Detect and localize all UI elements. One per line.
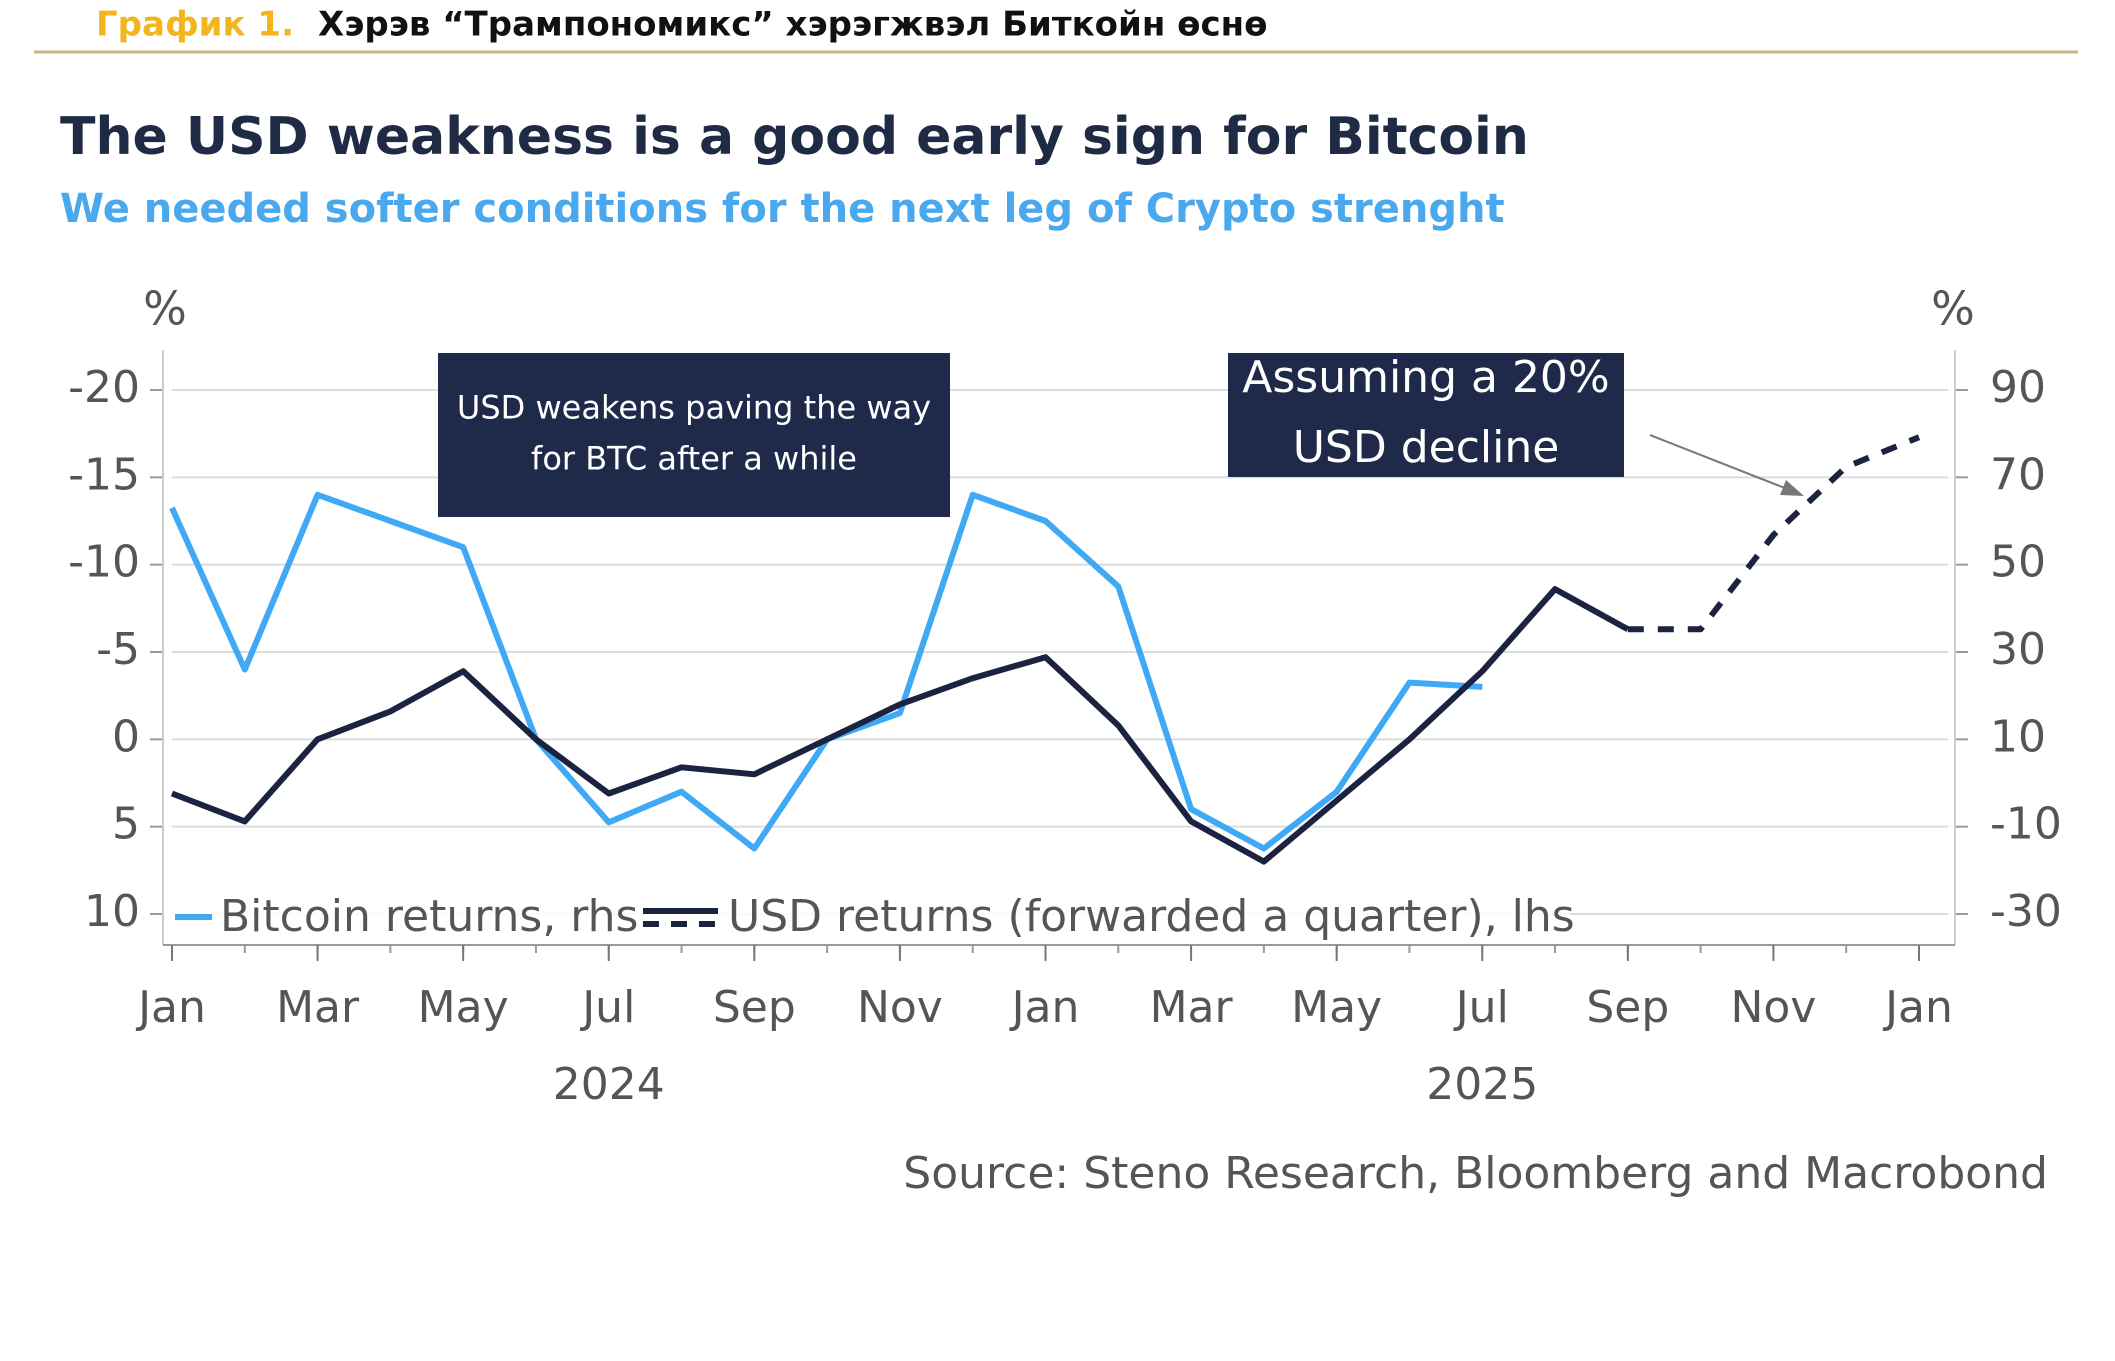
annotation-text: Assuming a 20%: [1242, 352, 1609, 403]
x-tick-label: Jan: [135, 982, 206, 1033]
annotation-text: for BTC after a while: [531, 440, 857, 478]
annotation-box: [1228, 353, 1624, 477]
annotation-text: USD weakens paving the way: [457, 388, 931, 426]
x-tick-label: May: [418, 982, 509, 1033]
legend-bg: [170, 890, 1570, 942]
source: Source: Steno Research, Bloomberg and Ma…: [903, 1148, 2048, 1199]
y2-tick-label: 70: [1990, 449, 2046, 500]
annotation-text: USD decline: [1293, 422, 1560, 473]
y-tick-label: 10: [84, 886, 140, 937]
x-tick-label: Sep: [1586, 982, 1669, 1033]
series-line: [170, 586, 1630, 865]
y2-tick-label: -30: [1990, 886, 2062, 937]
forecast-line: [1627, 434, 1921, 633]
y2-unit: %: [1931, 282, 1975, 336]
chart-title: The USD weakness is a good early sign fo…: [60, 107, 1529, 167]
y2-tick-label: -10: [1990, 799, 2062, 850]
x-tick-label: May: [1291, 982, 1382, 1033]
year-label: 2024: [553, 1059, 665, 1110]
y2-tick-label: 50: [1990, 537, 2046, 588]
x-tick-label: Jul: [1453, 982, 1509, 1033]
x-tick-label: Mar: [1150, 982, 1234, 1033]
y-tick-label: -20: [68, 362, 140, 413]
series-line: [169, 491, 1483, 852]
y2-tick-label: 30: [1990, 624, 2046, 675]
annotation-arrow: [1649, 434, 1801, 495]
y-tick-label: -15: [68, 449, 140, 500]
legend-label: USD returns (forwarded a quarter), lhs: [728, 891, 1575, 942]
x-tick-label: Jan: [1009, 982, 1080, 1033]
y2-tick-label: 10: [1990, 711, 2046, 762]
annotation-arrowhead: [1780, 480, 1804, 496]
y-tick-label: -10: [68, 537, 140, 588]
y2-tick-label: 90: [1990, 362, 2046, 413]
x-tick-label: Jul: [579, 982, 635, 1033]
header-label: График 1.: [96, 5, 294, 45]
y-tick-label: 0: [112, 711, 140, 762]
y-tick-label: 5: [112, 799, 140, 850]
x-tick-label: Nov: [857, 982, 943, 1033]
year-label: 2025: [1426, 1059, 1538, 1110]
annotation-box: [438, 353, 950, 517]
y-tick-label: -5: [96, 624, 140, 675]
header-title: Хэрэв “Трампономикс” хэрэгжвэл Биткойн ө…: [318, 5, 1268, 45]
x-tick-label: Mar: [276, 982, 360, 1033]
x-tick-label: Nov: [1730, 982, 1816, 1033]
legend-label: Bitcoin returns, rhs: [220, 891, 638, 942]
chart-subtitle: We needed softer conditions for the next…: [60, 186, 1505, 232]
y-unit: %: [143, 282, 187, 336]
x-tick-label: Jan: [1882, 982, 1953, 1033]
x-tick-label: Sep: [713, 982, 796, 1033]
